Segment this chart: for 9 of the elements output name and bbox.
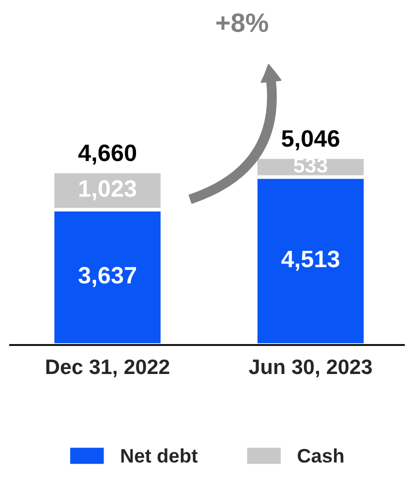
text: +8% [216, 13, 268, 32]
legend-label: Cash [298, 448, 344, 463]
total-label: 5,046 [282, 130, 340, 150]
total-label: 4,660 [78, 144, 136, 165]
x-tick-label: Dec 31, 2022 [46, 359, 170, 378]
data-label: 4,513 [281, 250, 340, 271]
legend-label: Net debt [121, 448, 198, 463]
data-label: 3,637 [78, 266, 136, 288]
x-tick-label: Jun 30, 2023 [248, 359, 372, 378]
